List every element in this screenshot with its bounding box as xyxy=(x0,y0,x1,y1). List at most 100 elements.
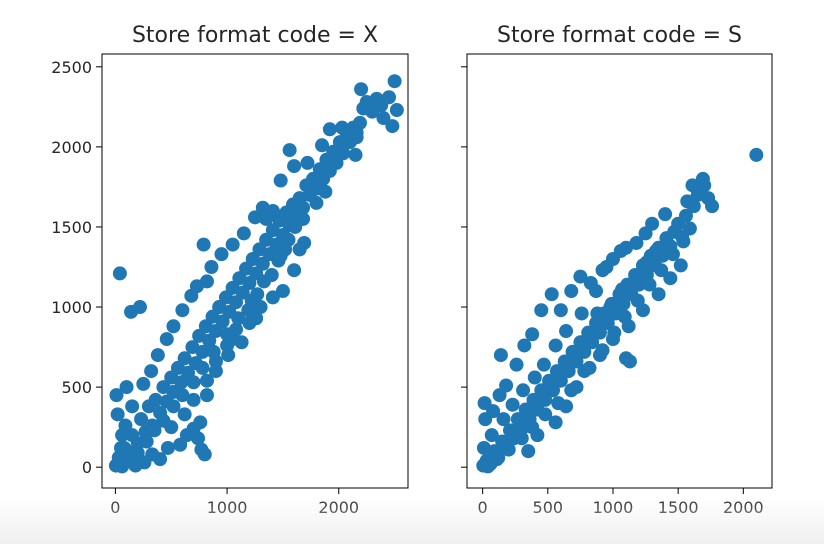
data-point xyxy=(527,370,542,385)
data-point xyxy=(281,232,296,247)
data-point xyxy=(389,103,404,118)
data-point xyxy=(255,200,270,215)
data-point xyxy=(225,237,240,252)
data-point xyxy=(544,287,559,302)
data-point xyxy=(112,266,127,281)
data-point xyxy=(253,300,268,315)
data-point xyxy=(273,173,288,188)
x-tick-label: 1000 xyxy=(593,498,634,517)
data-point xyxy=(548,415,563,430)
x-tick-label: 2000 xyxy=(318,498,359,517)
data-point xyxy=(654,263,669,278)
data-point xyxy=(139,434,154,449)
data-point xyxy=(676,234,691,249)
data-point xyxy=(159,332,174,347)
data-point xyxy=(546,383,561,398)
data-point xyxy=(287,263,302,278)
data-point xyxy=(214,247,229,262)
data-point xyxy=(553,373,568,388)
data-point xyxy=(673,258,688,273)
data-point xyxy=(499,378,514,393)
data-point xyxy=(505,397,520,412)
data-point xyxy=(509,357,524,372)
axes-frame xyxy=(466,53,773,489)
data-point xyxy=(125,399,140,414)
data-point xyxy=(592,325,607,340)
data-point xyxy=(248,210,262,225)
data-point xyxy=(589,284,604,299)
subplot-title: Store format code = S xyxy=(497,23,742,48)
y-tick-label: 2000 xyxy=(51,138,92,157)
data-point xyxy=(173,437,188,452)
data-point xyxy=(645,216,660,231)
y-tick-label: 2500 xyxy=(51,58,92,77)
data-point xyxy=(514,421,529,436)
data-point xyxy=(166,319,181,334)
data-point xyxy=(538,407,553,422)
data-point xyxy=(128,458,143,473)
data-point xyxy=(160,440,175,455)
axes-frame xyxy=(101,53,409,489)
data-point xyxy=(282,143,297,158)
data-point xyxy=(264,268,279,283)
data-point xyxy=(322,122,337,137)
data-point xyxy=(194,442,209,457)
data-point xyxy=(340,127,355,142)
data-point xyxy=(622,354,637,369)
data-point xyxy=(177,407,192,422)
data-point xyxy=(196,237,211,252)
data-point xyxy=(164,420,179,435)
data-point xyxy=(678,208,693,223)
data-point xyxy=(385,119,400,134)
data-point xyxy=(617,309,632,324)
data-point xyxy=(613,243,628,258)
data-point xyxy=(577,344,592,359)
data-point xyxy=(208,364,223,379)
x-tick-label: 2000 xyxy=(723,498,764,517)
subplot-store-format-x: Store format code = X 0 1000 2000 0 500 1000 1… xyxy=(51,23,409,517)
data-point xyxy=(538,392,553,407)
data-point xyxy=(480,459,495,474)
data-point xyxy=(195,344,210,359)
data-point xyxy=(296,200,311,215)
data-point xyxy=(658,207,673,222)
data-point xyxy=(111,450,126,465)
data-point xyxy=(186,392,201,407)
data-point xyxy=(628,272,643,287)
data-point xyxy=(574,306,589,321)
data-point xyxy=(665,247,680,262)
data-point xyxy=(569,354,584,369)
data-point xyxy=(273,248,288,263)
data-point xyxy=(630,293,645,308)
data-point xyxy=(663,271,678,286)
data-point xyxy=(376,111,391,126)
subplot-store-format-s: Store format code = S 0 500 1000 1500 2000 xyxy=(461,23,773,517)
data-point xyxy=(486,404,501,419)
data-point xyxy=(177,351,192,366)
x-tick-label: 500 xyxy=(533,498,564,517)
data-point xyxy=(639,255,654,270)
data-point xyxy=(536,357,551,372)
data-point xyxy=(148,392,163,407)
data-point xyxy=(309,195,324,210)
y-tick-label: 1500 xyxy=(51,218,92,237)
data-point xyxy=(231,311,246,326)
data-point xyxy=(530,428,545,443)
data-point xyxy=(208,354,223,369)
data-point xyxy=(705,199,720,214)
data-point xyxy=(330,147,345,162)
data-point xyxy=(166,399,181,414)
data-point xyxy=(204,259,219,274)
data-point xyxy=(132,300,147,315)
data-point xyxy=(607,325,622,340)
data-point xyxy=(318,184,333,199)
data-point xyxy=(599,259,614,274)
data-point xyxy=(569,380,584,395)
x-tick-label: 1000 xyxy=(207,498,248,517)
data-point xyxy=(521,444,536,459)
data-point xyxy=(234,335,249,350)
data-point xyxy=(241,303,256,318)
data-point xyxy=(695,171,710,186)
data-point xyxy=(199,373,214,388)
